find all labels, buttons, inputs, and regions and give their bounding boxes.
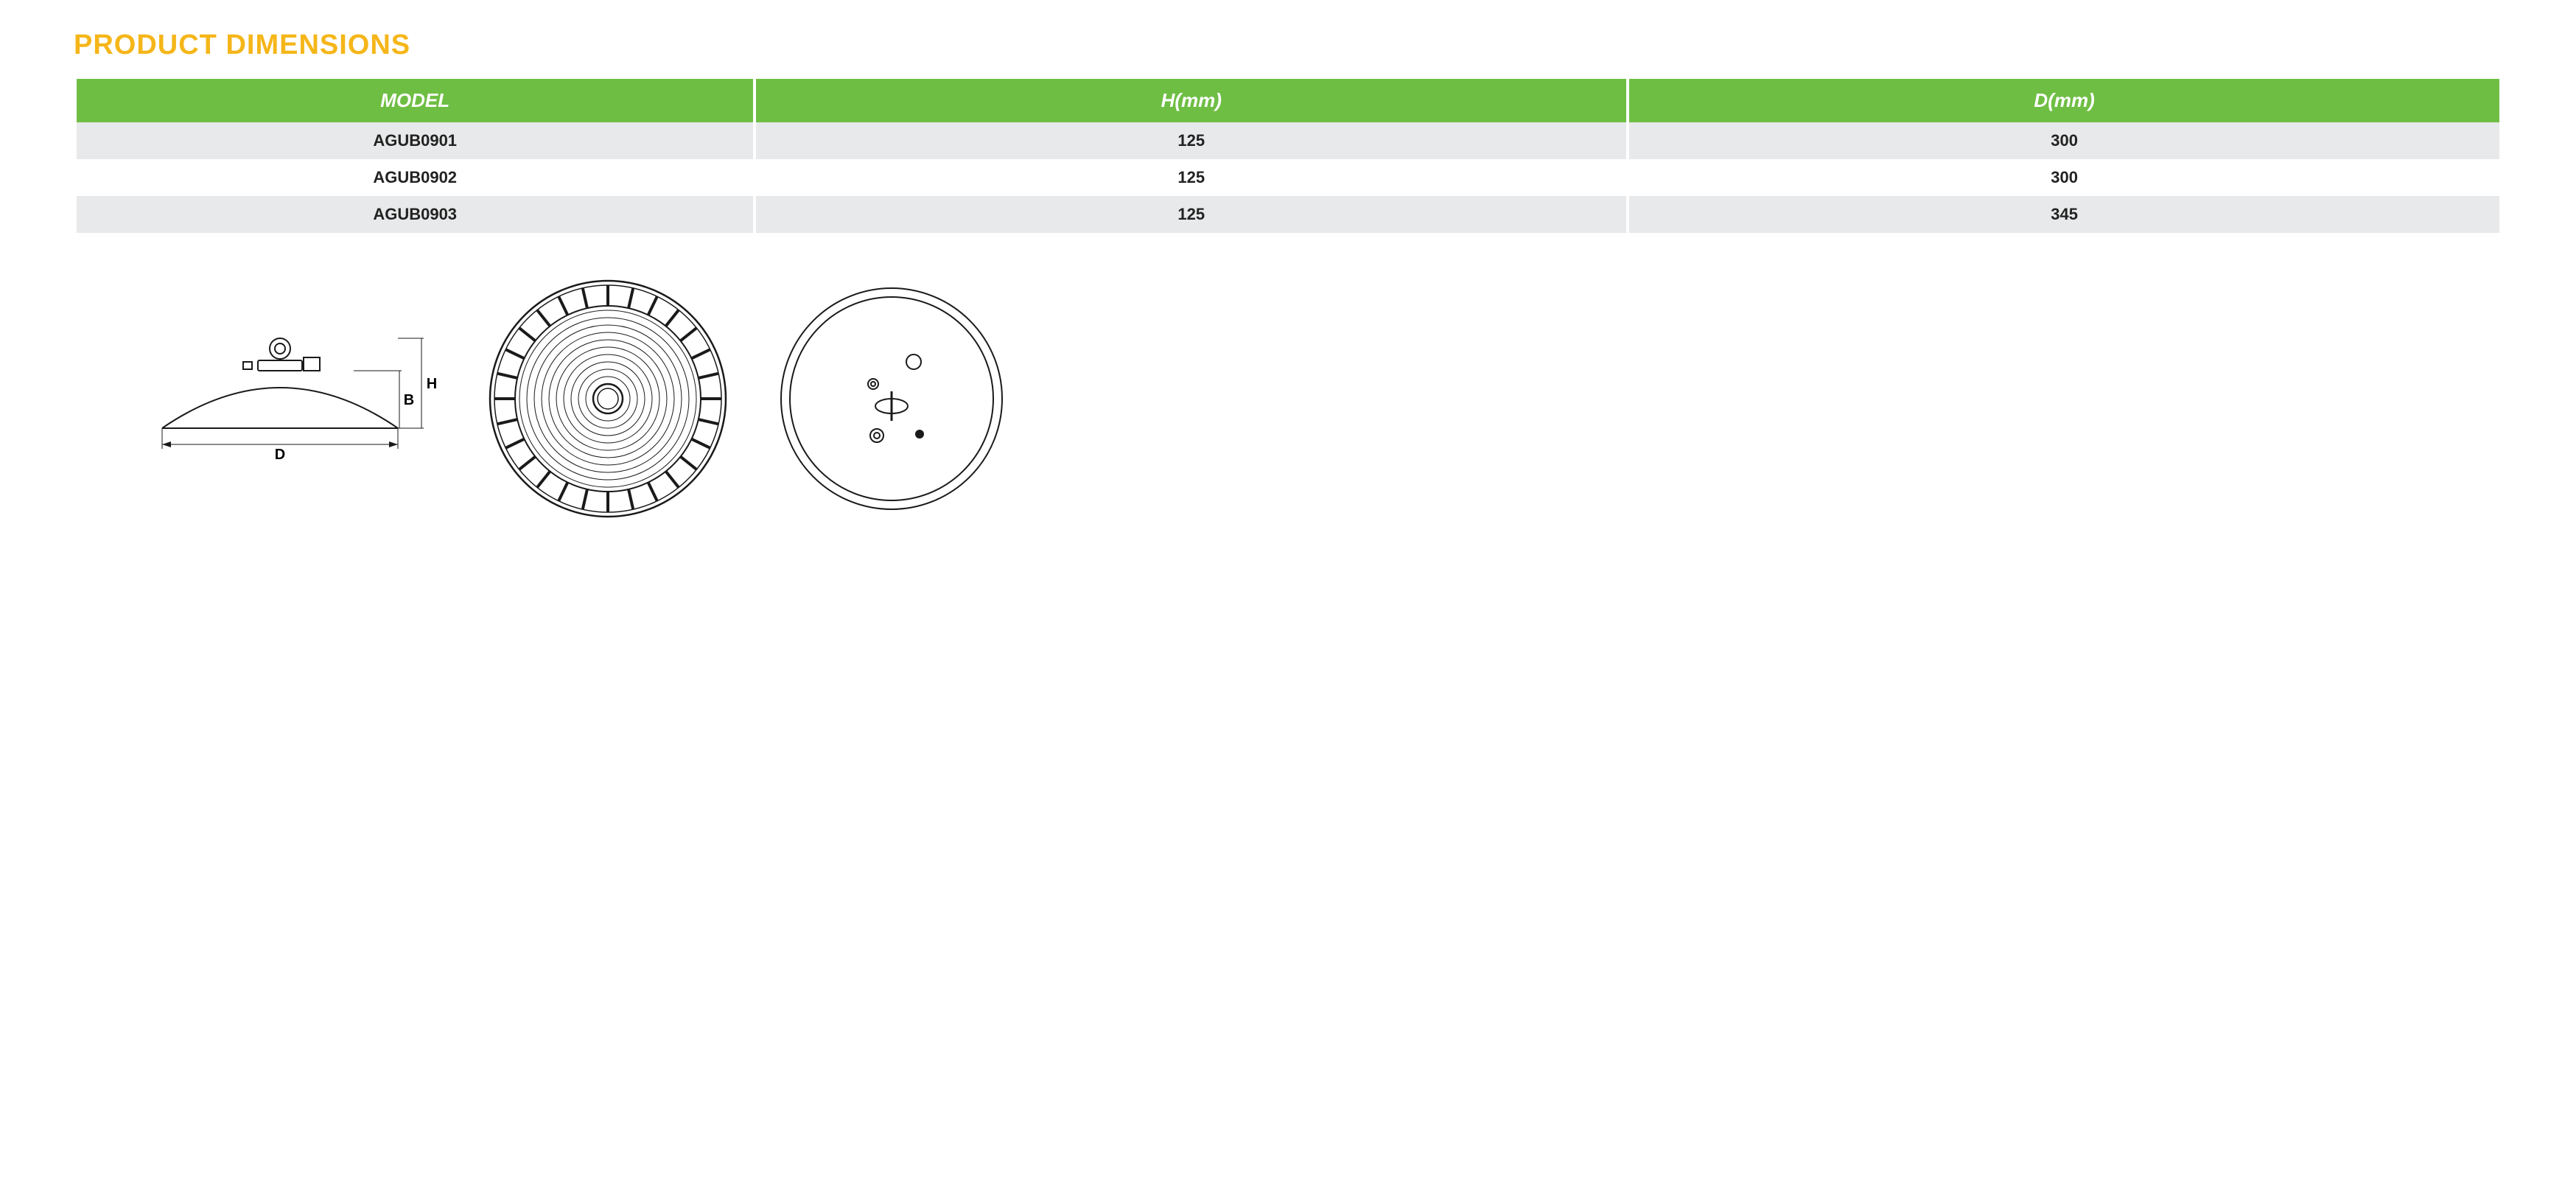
col-d: D(mm): [1629, 79, 2499, 122]
col-h: H(mm): [756, 79, 1626, 122]
section-title: PRODUCT DIMENSIONS: [74, 29, 2502, 61]
dimensions-table: MODEL H(mm) D(mm) AGUB0901125300AGUB0902…: [74, 79, 2502, 233]
cell-d: 300: [1629, 159, 2499, 196]
table-row: AGUB0902125300: [77, 159, 2499, 196]
col-model: MODEL: [77, 79, 753, 122]
table-row: AGUB0901125300: [77, 122, 2499, 159]
diagram-top: [774, 281, 1009, 517]
dim-label-b: B: [404, 392, 414, 408]
cell-model: AGUB0901: [77, 122, 753, 159]
table-row: AGUB0903125345: [77, 196, 2499, 233]
table-header-row: MODEL H(mm) D(mm): [77, 79, 2499, 122]
cell-d: 300: [1629, 122, 2499, 159]
diagram-row: D B H: [74, 277, 2502, 520]
cell-h: 125: [756, 159, 1626, 196]
cell-d: 345: [1629, 196, 2499, 233]
dim-label-d: D: [275, 447, 285, 463]
cell-h: 125: [756, 122, 1626, 159]
diagram-side: D B H: [133, 318, 442, 480]
cell-model: AGUB0902: [77, 159, 753, 196]
cell-model: AGUB0903: [77, 196, 753, 233]
diagram-bottom: [486, 277, 729, 520]
cell-h: 125: [756, 196, 1626, 233]
table-body: AGUB0901125300AGUB0902125300AGUB09031253…: [77, 122, 2499, 233]
dim-label-h: H: [427, 376, 437, 392]
